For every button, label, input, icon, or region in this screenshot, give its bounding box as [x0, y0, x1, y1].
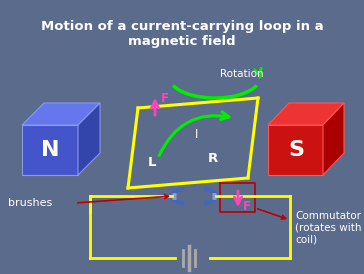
Polygon shape	[78, 103, 100, 175]
Polygon shape	[268, 103, 344, 125]
Text: I: I	[195, 129, 199, 141]
Polygon shape	[268, 125, 323, 175]
Text: F: F	[161, 92, 169, 104]
Text: R: R	[208, 152, 218, 164]
Polygon shape	[323, 103, 344, 175]
Text: N: N	[41, 140, 59, 160]
Text: L: L	[148, 156, 156, 170]
Polygon shape	[22, 125, 78, 175]
Text: S: S	[288, 140, 304, 160]
Text: Rotation: Rotation	[220, 69, 264, 79]
Text: Motion of a current-carrying loop in a
magnetic field: Motion of a current-carrying loop in a m…	[41, 20, 323, 48]
Polygon shape	[22, 103, 100, 125]
Text: F: F	[243, 201, 251, 213]
Text: brushes: brushes	[8, 198, 52, 208]
Text: Commutator
(rotates with
coil): Commutator (rotates with coil)	[295, 212, 361, 245]
